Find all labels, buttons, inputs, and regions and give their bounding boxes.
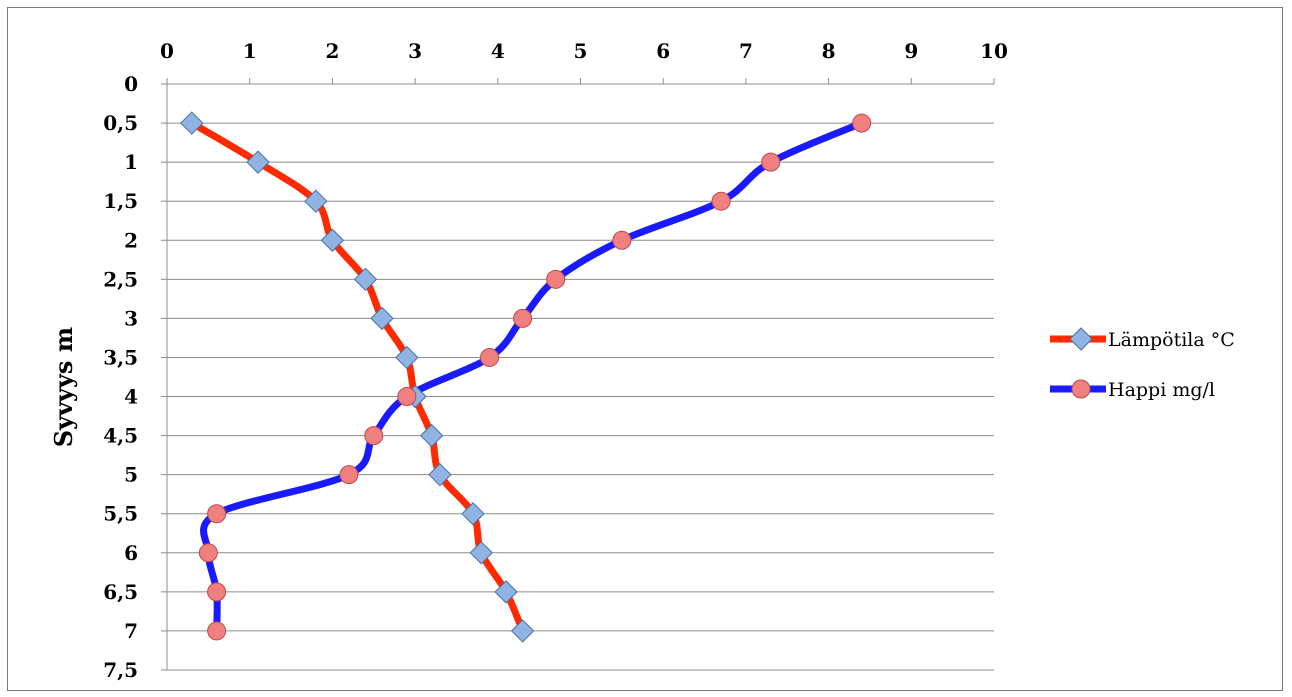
x-tick-label: 0 bbox=[160, 39, 174, 63]
legend-item: Happi mg/l bbox=[1050, 379, 1215, 401]
series-lines bbox=[188, 119, 866, 635]
data-point-series-1 bbox=[469, 541, 493, 565]
data-point-series-1 bbox=[428, 462, 452, 487]
data-point-series-2 bbox=[513, 308, 533, 328]
data-point-series-1 bbox=[180, 111, 204, 135]
y-tick-label: 4,5 bbox=[103, 424, 138, 448]
data-point-series-2 bbox=[198, 543, 218, 563]
y-tick-label: 6 bbox=[124, 541, 138, 565]
x-tick-label: 4 bbox=[491, 39, 505, 63]
data-point-series-2 bbox=[761, 152, 781, 172]
y-tick-label: 3,5 bbox=[103, 345, 138, 369]
x-tick-label: 9 bbox=[904, 39, 918, 63]
y-tick-labels: 0 0,5 1 1,5 2 2,5 3 3,5 4 4,5 5 5,5 6 6,5 7 7,5 bbox=[103, 72, 138, 682]
y-tick-label: 2,5 bbox=[103, 267, 138, 291]
y-tick-label: 5 bbox=[124, 463, 138, 487]
data-point-series-1 bbox=[246, 150, 270, 174]
data-point-series-1 bbox=[494, 580, 518, 604]
data-point-series-2 bbox=[852, 113, 872, 133]
x-tick-label: 10 bbox=[980, 39, 1008, 63]
y-tick-label: 0 bbox=[124, 72, 138, 96]
data-point-series-2 bbox=[207, 504, 227, 524]
y-axis-title: Syvyys m bbox=[49, 327, 78, 447]
y-tick-label: 7,5 bbox=[103, 658, 138, 682]
y-tick-label: 2 bbox=[124, 228, 138, 252]
data-point-series-1 bbox=[395, 345, 419, 370]
series-markers bbox=[180, 111, 872, 643]
data-point-series-2 bbox=[364, 426, 384, 446]
data-point-series-1 bbox=[370, 306, 394, 331]
data-point-series-1 bbox=[353, 267, 378, 292]
data-point-series-2 bbox=[397, 387, 417, 407]
data-point-series-2 bbox=[546, 269, 566, 289]
y-tick-label: 1 bbox=[124, 150, 138, 174]
data-point-series-2 bbox=[612, 230, 632, 250]
y-tick-label: 1,5 bbox=[103, 189, 138, 213]
axes bbox=[161, 78, 995, 671]
legend-marker bbox=[1071, 379, 1091, 399]
data-point-series-2 bbox=[711, 191, 731, 211]
data-point-series-2 bbox=[207, 621, 227, 641]
legend: Lämpötila °C Happi mg/l bbox=[1050, 327, 1235, 401]
x-tick-label: 8 bbox=[822, 39, 836, 63]
series-group bbox=[180, 111, 872, 643]
y-tick-label: 0,5 bbox=[103, 111, 138, 135]
data-point-series-1 bbox=[510, 619, 535, 643]
x-tick-label: 5 bbox=[574, 39, 588, 63]
legend-label: Happi mg/l bbox=[1108, 379, 1215, 401]
x-tick-label: 7 bbox=[739, 39, 753, 63]
legend-marker bbox=[1069, 327, 1093, 351]
data-point-series-2 bbox=[480, 347, 500, 367]
data-point-series-2 bbox=[207, 582, 227, 602]
y-tick-label: 5,5 bbox=[103, 502, 138, 526]
y-tick-label: 4 bbox=[124, 385, 138, 409]
data-point-series-1 bbox=[461, 502, 485, 526]
x-tick-labels: 0 1 2 3 4 5 6 7 8 9 10 bbox=[160, 39, 1008, 63]
series-line-2 bbox=[200, 119, 866, 635]
legend-item: Lämpötila °C bbox=[1050, 327, 1235, 351]
y-tick-label: 3 bbox=[124, 306, 138, 330]
data-point-series-1 bbox=[320, 228, 345, 252]
x-tick-label: 2 bbox=[325, 39, 339, 63]
x-tick-label: 6 bbox=[656, 39, 670, 63]
data-point-series-2 bbox=[339, 465, 359, 485]
y-tick-label: 7 bbox=[124, 619, 138, 643]
x-tick-label: 3 bbox=[408, 39, 422, 63]
chart-frame bbox=[7, 7, 1283, 691]
y-tick-label: 6,5 bbox=[103, 580, 138, 604]
data-point-series-1 bbox=[304, 189, 328, 213]
data-point-series-1 bbox=[419, 423, 444, 448]
legend-label: Lämpötila °C bbox=[1108, 329, 1235, 351]
gridlines bbox=[167, 122, 994, 671]
x-tick-label: 1 bbox=[243, 39, 257, 63]
